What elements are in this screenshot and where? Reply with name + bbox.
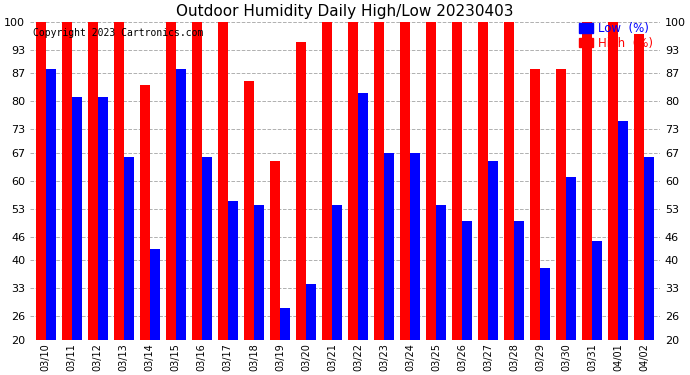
Bar	[582, 22, 592, 340]
Bar	[384, 153, 394, 340]
Legend: Low  (%), High  (%): Low (%), High (%)	[578, 21, 654, 51]
Bar	[306, 284, 316, 340]
Bar	[374, 22, 384, 340]
Bar	[452, 22, 462, 340]
Bar	[504, 22, 514, 340]
Bar	[150, 249, 159, 340]
Bar	[410, 153, 420, 340]
Bar	[478, 22, 488, 340]
Bar	[140, 86, 150, 340]
Bar	[566, 177, 576, 340]
Bar	[202, 157, 212, 340]
Bar	[218, 22, 228, 340]
Bar	[540, 268, 550, 340]
Title: Outdoor Humidity Daily High/Low 20230403: Outdoor Humidity Daily High/Low 20230403	[176, 4, 514, 19]
Bar	[228, 201, 238, 340]
Bar	[488, 161, 498, 340]
Bar	[644, 157, 654, 340]
Bar	[426, 22, 436, 340]
Bar	[36, 22, 46, 340]
Text: Copyright 2023 Cartronics.com: Copyright 2023 Cartronics.com	[33, 28, 204, 38]
Bar	[72, 98, 81, 340]
Bar	[98, 98, 108, 340]
Bar	[124, 157, 134, 340]
Bar	[609, 22, 618, 340]
Bar	[531, 69, 540, 340]
Bar	[332, 205, 342, 340]
Bar	[270, 161, 280, 340]
Bar	[296, 42, 306, 340]
Bar	[166, 22, 176, 340]
Bar	[556, 69, 566, 340]
Bar	[436, 205, 446, 340]
Bar	[322, 22, 332, 340]
Bar	[176, 69, 186, 340]
Bar	[46, 69, 55, 340]
Bar	[280, 308, 290, 340]
Bar	[358, 93, 368, 340]
Bar	[114, 22, 124, 340]
Bar	[400, 22, 410, 340]
Bar	[635, 34, 644, 340]
Bar	[192, 22, 202, 340]
Bar	[254, 205, 264, 340]
Bar	[88, 22, 98, 340]
Bar	[462, 220, 472, 340]
Bar	[244, 81, 254, 340]
Bar	[62, 22, 72, 340]
Bar	[514, 220, 524, 340]
Bar	[348, 22, 358, 340]
Bar	[618, 121, 628, 340]
Bar	[592, 241, 602, 340]
